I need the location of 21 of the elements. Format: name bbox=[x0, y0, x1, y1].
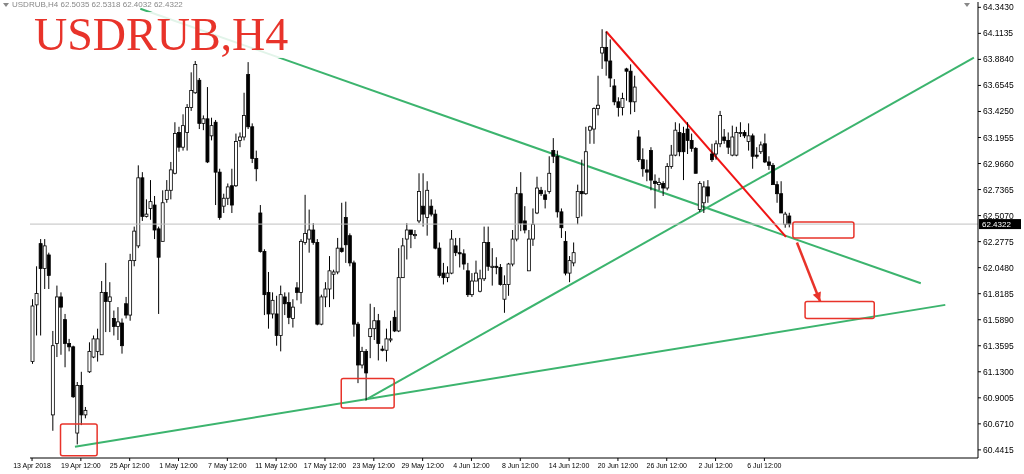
y-tick-label: 61.3595 bbox=[983, 340, 1014, 351]
y-tick-label: 60.9005 bbox=[983, 392, 1014, 403]
y-tick-label: 62.5070 bbox=[983, 210, 1014, 221]
y-tick-label: 63.6545 bbox=[983, 80, 1014, 91]
ref-line-label: 62.4322 bbox=[982, 220, 1012, 230]
y-tick-label: 62.9660 bbox=[983, 158, 1014, 169]
y-tick-label: 61.5890 bbox=[983, 314, 1014, 325]
y-tick-label: 64.1135 bbox=[983, 28, 1014, 39]
y-tick-label: 62.2775 bbox=[983, 236, 1014, 247]
y-tick-label: 62.7365 bbox=[983, 184, 1014, 195]
y-tick-label: 64.3430 bbox=[983, 2, 1014, 13]
chart-title: USDRUB,H4 bbox=[34, 9, 289, 60]
y-tick-label: 60.6710 bbox=[983, 418, 1014, 429]
y-tick-label: 63.4250 bbox=[983, 106, 1014, 117]
y-tick-label: 63.8840 bbox=[983, 54, 1014, 65]
y-tick-label: 62.0480 bbox=[983, 262, 1014, 273]
y-tick-label: 61.1300 bbox=[983, 366, 1014, 377]
chart-subtitle: USDRUB,H4 62.5035 62.5318 62.4032 62.4322 bbox=[12, 0, 183, 9]
y-tick-label: 61.8185 bbox=[983, 288, 1014, 299]
y-tick-label: 63.1955 bbox=[983, 132, 1014, 143]
y-tick-label: 60.4415 bbox=[983, 444, 1014, 455]
